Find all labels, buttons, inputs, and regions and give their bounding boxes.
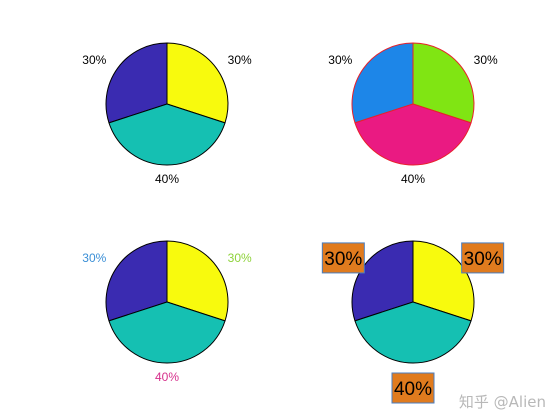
pie-label: 30% (324, 249, 362, 270)
pie-slice (412, 42, 475, 124)
pie-label: 30% (474, 53, 498, 67)
pie-chart-4: 30% 30% 40% (321, 240, 505, 404)
watermark-text: 知乎 @Alien (458, 393, 546, 411)
pie-slice (354, 103, 472, 166)
pie-slice (108, 103, 226, 166)
pie-slice (105, 240, 168, 322)
pie-label-box (461, 242, 505, 274)
pie-label-box (391, 372, 435, 404)
pie-label: 30% (82, 53, 106, 67)
pie-slice (105, 42, 168, 124)
pie-chart-1: 30% 30% 40% (82, 42, 252, 186)
pie-slice (166, 42, 229, 124)
pie-slice (354, 301, 472, 364)
pie-label: 40% (401, 172, 425, 186)
pie-label: 30% (228, 53, 252, 67)
pie-slice (166, 240, 229, 322)
pie-label-box (321, 242, 365, 274)
pie-label: 40% (155, 370, 179, 384)
pie-label: 40% (394, 379, 432, 400)
pie-chart-3: 30% 30% 40% (82, 240, 252, 384)
pie-label: 30% (82, 251, 106, 265)
pie-slice (351, 42, 414, 124)
pie-label: 30% (228, 251, 252, 265)
pie-chart-2: 30% 30% 40% (328, 42, 498, 186)
pie-slice (108, 301, 226, 364)
pie-label: 40% (155, 172, 179, 186)
pie-label: 30% (464, 249, 502, 270)
pie-label: 30% (328, 53, 352, 67)
